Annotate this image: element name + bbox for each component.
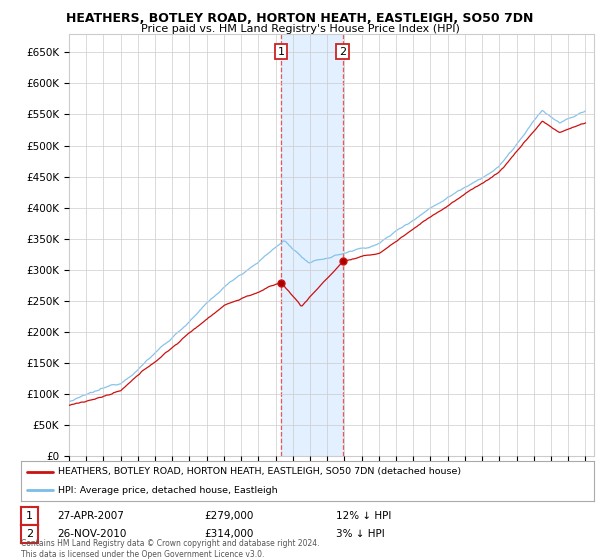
Text: 1: 1: [26, 511, 33, 521]
Bar: [281, 34, 343, 456]
Text: 26-NOV-2010: 26-NOV-2010: [57, 529, 127, 539]
Text: Price paid vs. HM Land Registry's House Price Index (HPI): Price paid vs. HM Land Registry's House …: [140, 24, 460, 34]
Text: Contains HM Land Registry data © Crown copyright and database right 2024.
This d: Contains HM Land Registry data © Crown c…: [21, 539, 320, 559]
Text: HPI: Average price, detached house, Eastleigh: HPI: Average price, detached house, East…: [58, 486, 278, 495]
Text: £314,000: £314,000: [204, 529, 253, 539]
Text: 1: 1: [278, 46, 284, 57]
Text: 27-APR-2007: 27-APR-2007: [57, 511, 124, 521]
Text: HEATHERS, BOTLEY ROAD, HORTON HEATH, EASTLEIGH, SO50 7DN: HEATHERS, BOTLEY ROAD, HORTON HEATH, EAS…: [67, 12, 533, 25]
Text: HEATHERS, BOTLEY ROAD, HORTON HEATH, EASTLEIGH, SO50 7DN (detached house): HEATHERS, BOTLEY ROAD, HORTON HEATH, EAS…: [58, 467, 461, 476]
Text: 2: 2: [339, 46, 346, 57]
Text: £279,000: £279,000: [204, 511, 253, 521]
Text: 12% ↓ HPI: 12% ↓ HPI: [336, 511, 391, 521]
Text: 3% ↓ HPI: 3% ↓ HPI: [336, 529, 385, 539]
Text: 2: 2: [26, 529, 33, 539]
